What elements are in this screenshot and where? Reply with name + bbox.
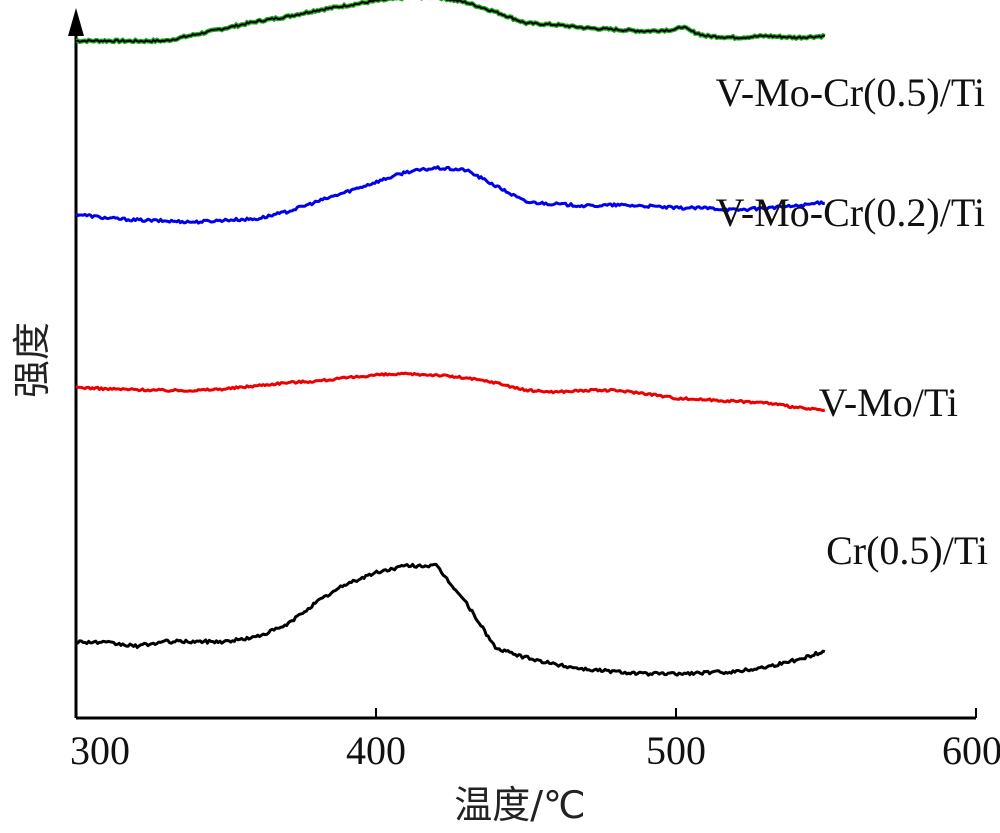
series-label: V-Mo-Cr(0.2)/Ti <box>716 190 985 235</box>
series-line <box>74 165 825 225</box>
series-label: Cr(0.5)/Ti <box>826 528 988 573</box>
series-label: V-Mo/Ti <box>819 380 958 425</box>
x-tick-label: 300 <box>70 728 130 773</box>
series-lines <box>74 0 826 677</box>
x-tick-label: 400 <box>346 728 406 773</box>
x-tick-label: 600 <box>942 728 1000 773</box>
series-line <box>75 0 826 43</box>
series-label: V-Mo-Cr(0.5)/Ti <box>716 70 985 115</box>
y-axis-arrow <box>68 8 84 36</box>
series-labels: V-Mo-Cr(0.5)/Ti V-Mo-Cr(0.2)/Ti V-Mo/Ti Cr(… <box>716 70 988 573</box>
series-line <box>75 371 826 412</box>
y-axis-title: 强度 <box>10 322 54 398</box>
x-tick-label: 500 <box>646 728 706 773</box>
x-axis-title: 温度/℃ <box>454 783 585 827</box>
x-axis-ticks: 300 400 500 600 <box>70 708 1000 773</box>
series-line <box>75 562 826 677</box>
